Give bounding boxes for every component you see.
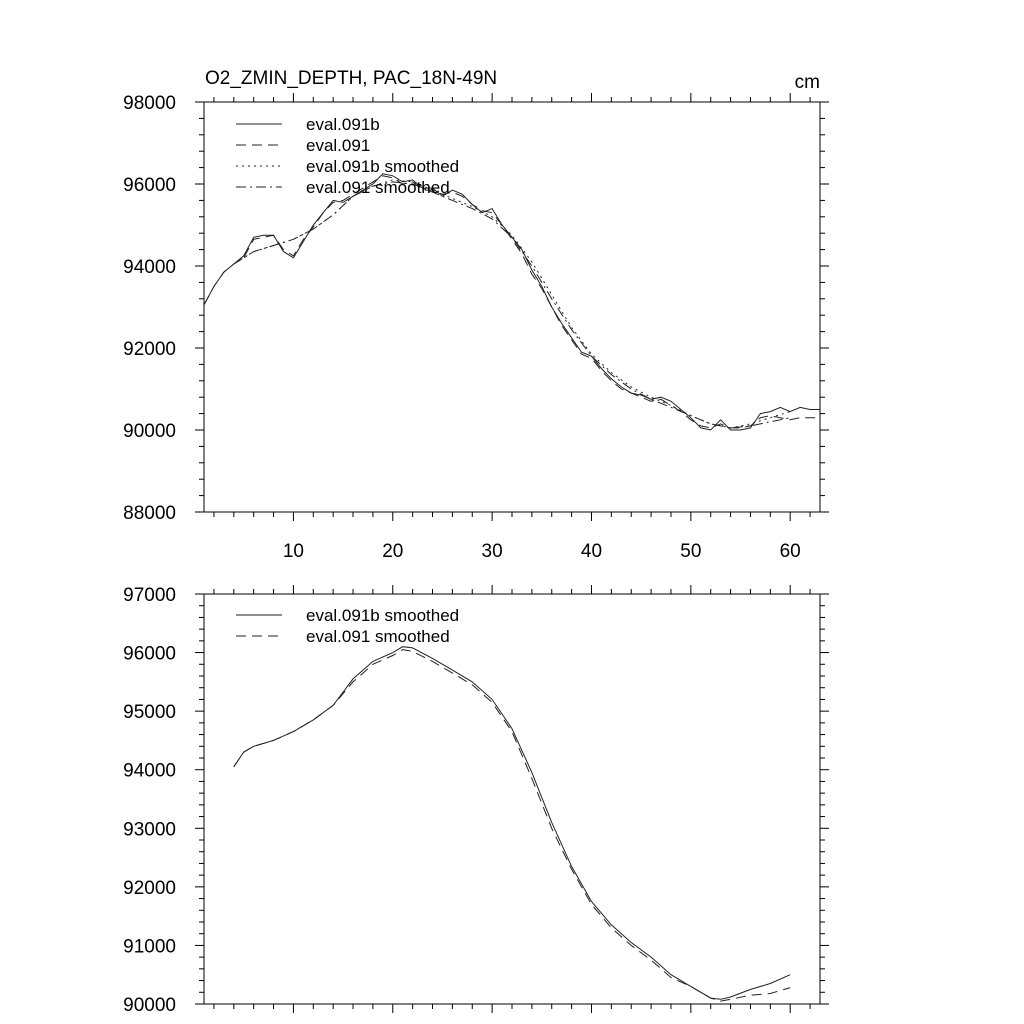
x-tick-label: 60 <box>780 541 801 562</box>
series-lines <box>203 173 820 431</box>
tick-marks <box>195 93 829 521</box>
legend-label: eval.091b smoothed <box>306 606 459 625</box>
units-label: cm <box>795 72 820 93</box>
y-tick-labels: 90000 91000 92000 93000 94000 95000 96000 97000 <box>123 585 176 1016</box>
series-line <box>233 179 791 429</box>
y-tick-label: 94000 <box>123 761 176 782</box>
series-line <box>233 646 791 1000</box>
y-tick-label: 92000 <box>123 878 176 899</box>
x-tick-label: 20 <box>382 541 403 562</box>
y-tick-labels: 88000 90000 92000 94000 96000 98000 <box>123 93 176 524</box>
y-tick-label: 92000 <box>123 339 176 360</box>
legend-label: eval.091b smoothed <box>306 157 459 176</box>
y-tick-label: 95000 <box>123 702 176 723</box>
series-line <box>203 173 820 431</box>
series-line <box>233 181 791 429</box>
y-tick-label: 98000 <box>123 93 176 114</box>
y-tick-label: 97000 <box>123 585 176 606</box>
x-tick-labels: 10 20 30 40 50 60 <box>283 541 801 562</box>
legend: eval.091b smoothed eval.091 smoothed <box>236 606 459 646</box>
bottom-chart-panel: 90000 91000 92000 93000 94000 95000 96000 97000… <box>123 585 829 1016</box>
y-tick-label: 88000 <box>123 503 176 524</box>
top-chart-panel: O2_ZMIN_DEPTH, PAC_18N-49N cm 10 20 30 40 50… <box>123 68 829 562</box>
y-tick-label: 93000 <box>123 819 176 840</box>
x-tick-label: 10 <box>283 541 304 562</box>
legend-label: eval.091 <box>306 136 370 155</box>
y-tick-label: 90000 <box>123 995 176 1016</box>
y-tick-label: 96000 <box>123 644 176 665</box>
plot-frame <box>203 101 821 513</box>
legend-label: eval.091b <box>306 115 380 134</box>
tick-marks <box>195 585 829 1013</box>
y-tick-label: 91000 <box>123 936 176 957</box>
chart-title: O2_ZMIN_DEPTH, PAC_18N-49N <box>205 68 497 89</box>
x-tick-label: 50 <box>680 541 701 562</box>
plot-frame <box>203 593 821 1005</box>
y-tick-label: 94000 <box>123 257 176 278</box>
series-line <box>203 175 820 429</box>
x-tick-label: 30 <box>482 541 503 562</box>
series-line <box>233 649 791 1002</box>
series-lines <box>233 646 791 1002</box>
legend: eval.091b eval.091 eval.091b smoothed eval.… <box>236 115 459 197</box>
y-tick-label: 90000 <box>123 421 176 442</box>
x-tick-label: 40 <box>581 541 602 562</box>
legend-label: eval.091 smoothed <box>306 178 450 197</box>
y-tick-label: 96000 <box>123 175 176 196</box>
legend-label: eval.091 smoothed <box>306 627 450 646</box>
